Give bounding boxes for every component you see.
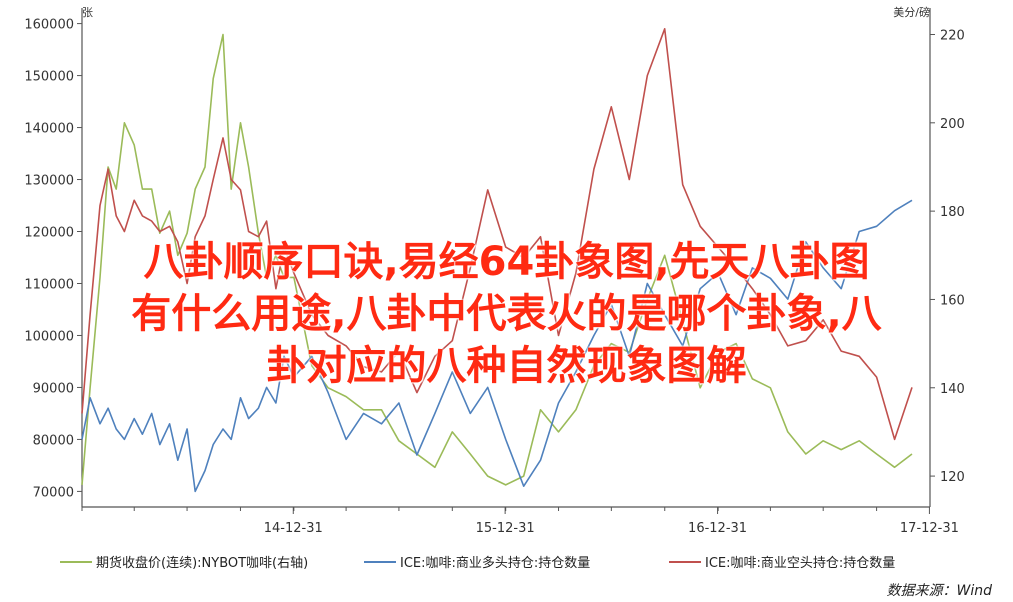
left-axis: 70000 80000 90000 100000 110000 120000 130000 1… — [24, 18, 82, 500]
left-tick-label: 70000 — [33, 485, 74, 500]
right-tick-label: 220 — [940, 28, 965, 43]
right-tick-label: 120 — [940, 470, 965, 485]
left-tick-label: 120000 — [24, 226, 74, 241]
x-tick-label: 14-12-31 — [264, 521, 323, 536]
series-line-2 — [81, 199, 913, 493]
source-note: 数据来源：Wind — [887, 583, 993, 599]
x-axis: 14-12-31 15-12-31 16-12-31 17-12-31 — [81, 507, 959, 536]
right-tick-label: 180 — [940, 205, 965, 220]
left-tick-label: 160000 — [24, 18, 74, 33]
legend-label-1: 期货收盘价(连续):NYBOT咖啡(右轴) — [96, 555, 308, 571]
left-tick-label: 110000 — [24, 277, 74, 292]
legend-label-3: ICE:咖啡:商业空头持仓:持仓数量 — [705, 556, 895, 571]
left-axis-unit: 张 — [82, 6, 93, 19]
x-tick-label: 15-12-31 — [476, 521, 535, 536]
series-line-3 — [81, 27, 913, 441]
left-tick-label: 90000 — [33, 381, 74, 396]
legend: 期货收盘价(连续):NYBOT咖啡(右轴) ICE:咖啡:商业多头持仓:持仓数量 I… — [60, 555, 895, 571]
left-tick-label: 100000 — [24, 329, 74, 344]
series-lines — [81, 27, 913, 493]
left-tick-label: 80000 — [33, 433, 74, 448]
right-axis-unit: 美分/磅 — [893, 5, 930, 19]
x-tick-label: 16-12-31 — [688, 521, 747, 536]
overlay-title: 八卦顺序口诀,易经64卦象图,先天八卦图 有什么用途,八卦中代表火的是哪个卦象,… — [0, 236, 1013, 392]
overlay-line-1: 八卦顺序口诀,易经64卦象图,先天八卦图 — [143, 239, 870, 285]
right-tick-label: 140 — [940, 382, 965, 397]
series-line-1 — [81, 33, 913, 486]
overlay-line-2: 有什么用途,八卦中代表火的是哪个卦象,八 — [131, 291, 882, 337]
right-axis: 120 140 160 180 200 220 — [930, 28, 965, 485]
legend-label-2: ICE:咖啡:商业多头持仓:持仓数量 — [400, 555, 590, 571]
x-tick-label: 17-12-31 — [900, 521, 959, 536]
overlay-line-3: 卦对应的八种自然现象图解 — [266, 343, 747, 389]
right-tick-label: 200 — [940, 117, 965, 132]
right-tick-label: 160 — [940, 293, 965, 308]
left-tick-label: 140000 — [24, 122, 74, 137]
left-tick-label: 130000 — [24, 174, 74, 189]
left-tick-label: 150000 — [24, 70, 74, 85]
